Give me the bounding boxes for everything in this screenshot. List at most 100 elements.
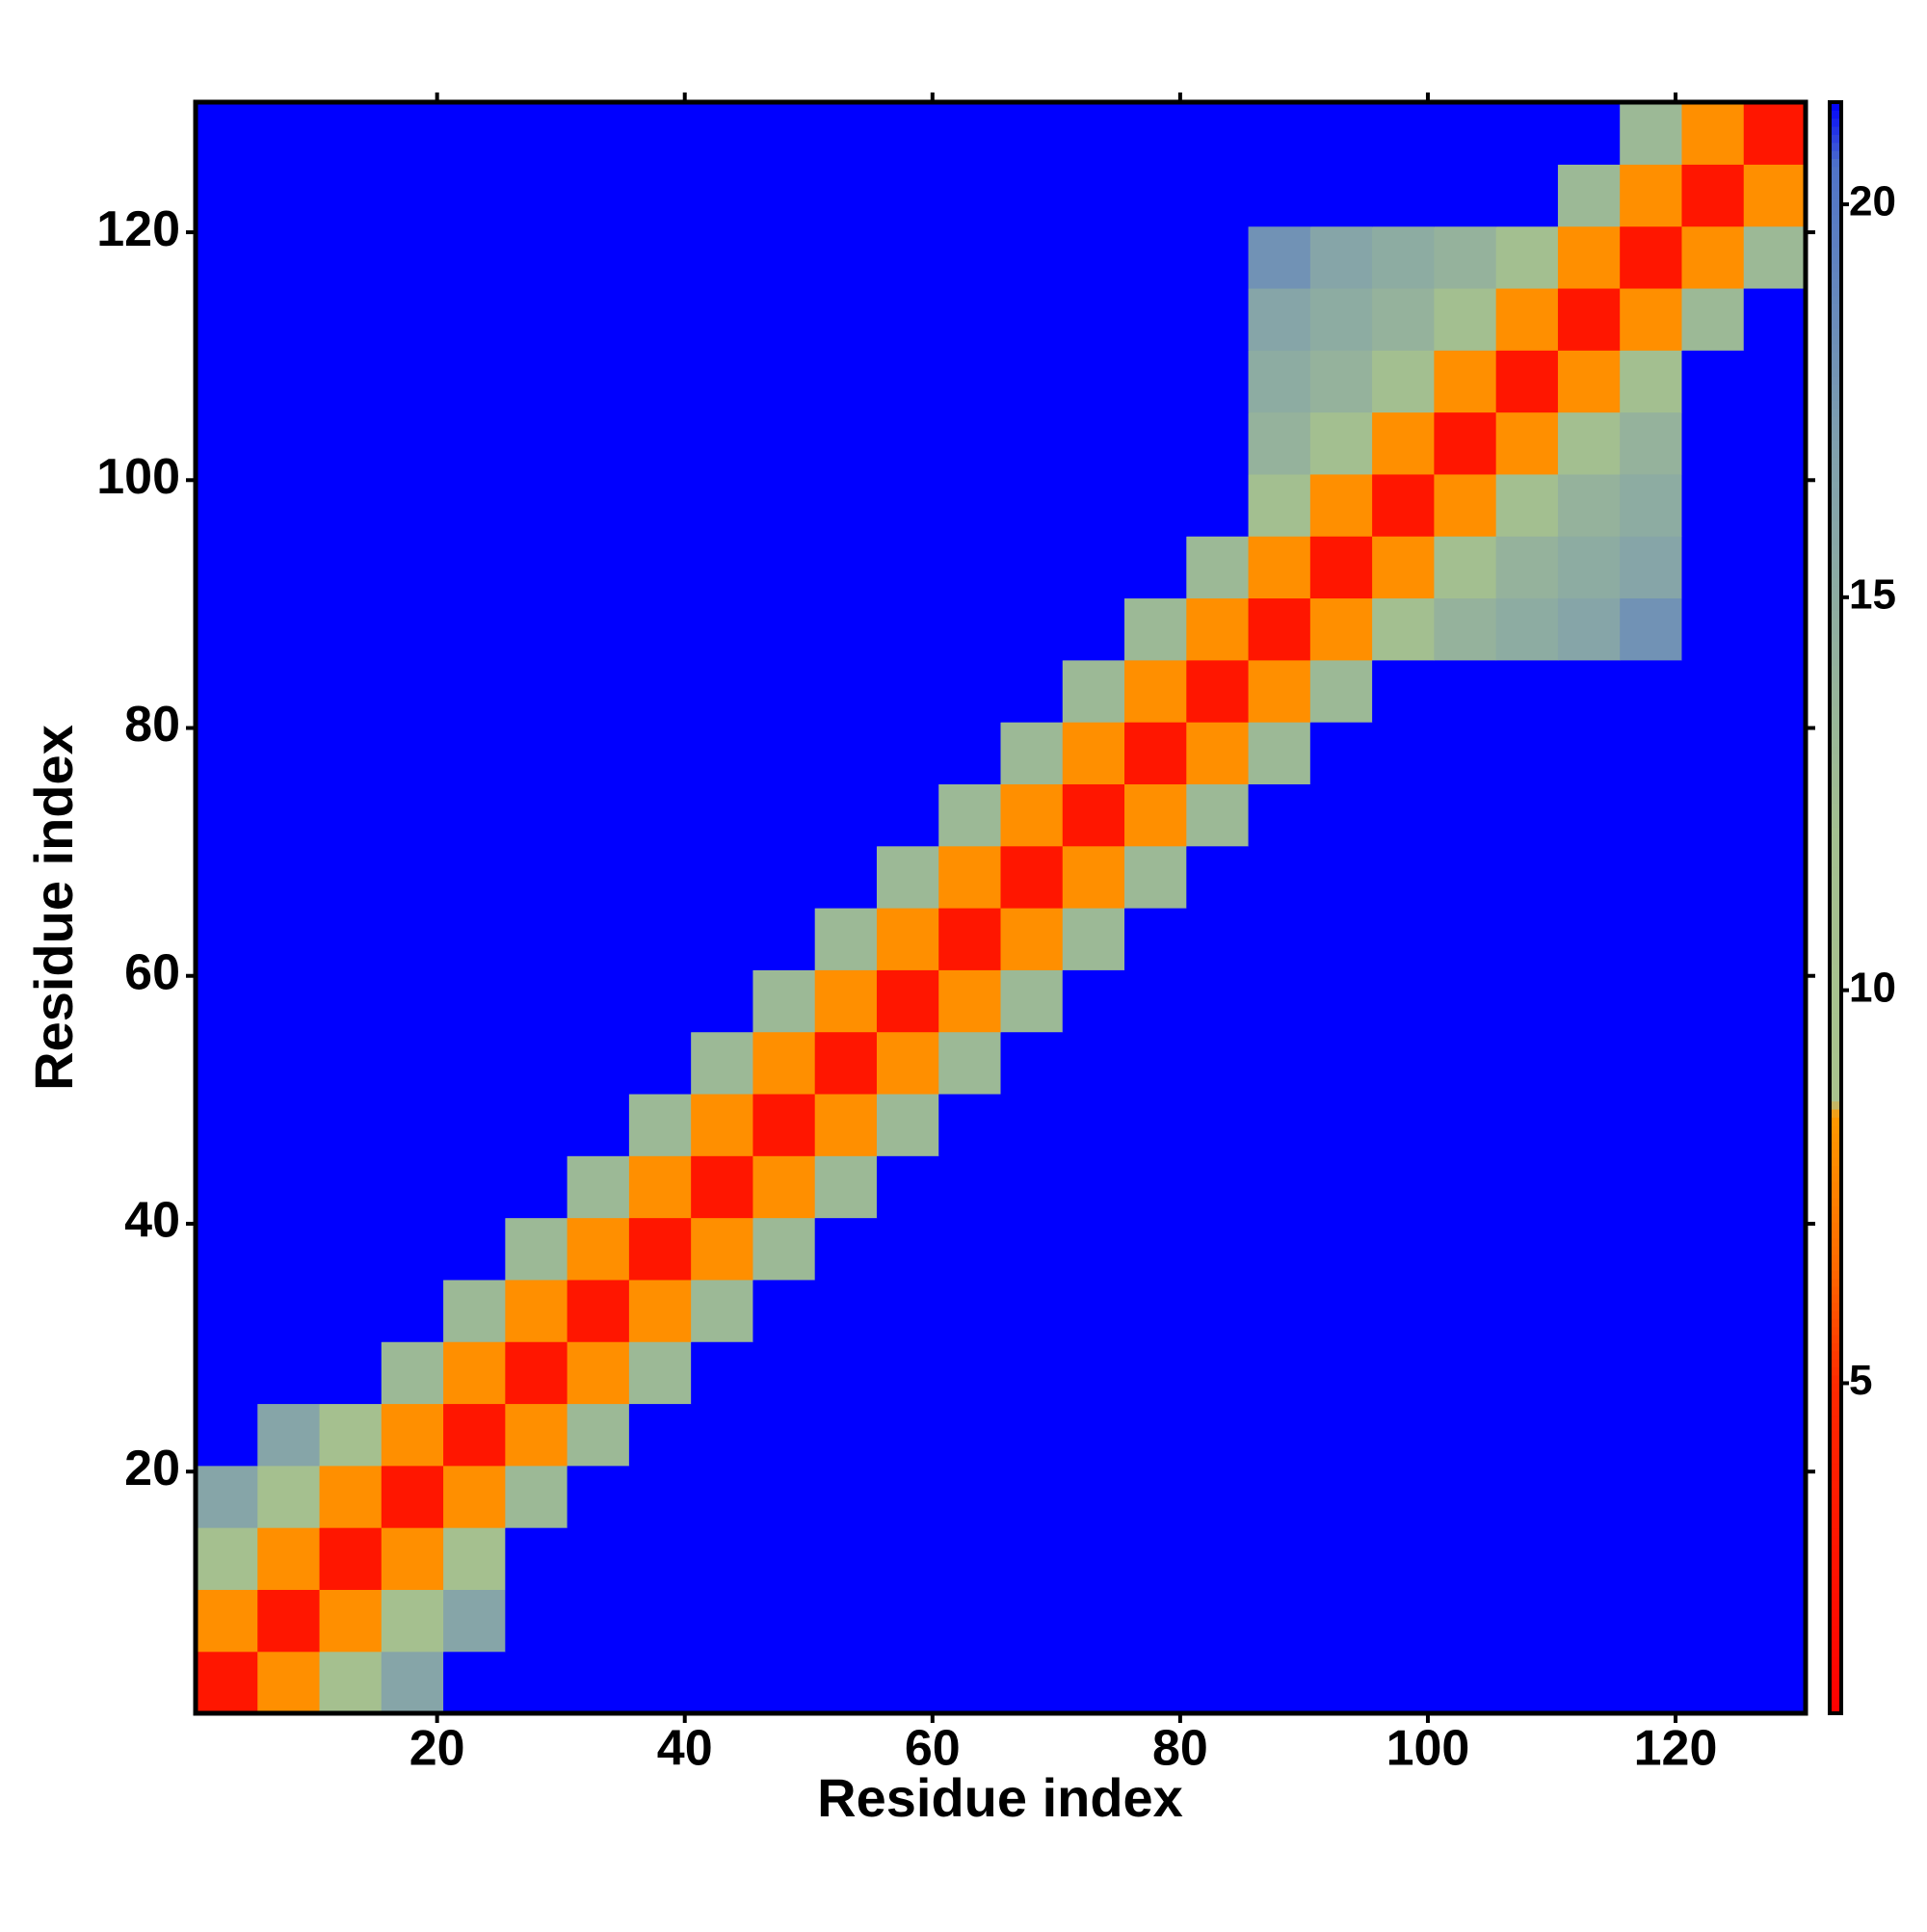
colorbar-slice [1830,118,1841,127]
heatmap-cell [381,908,444,970]
heatmap-cell [1000,783,1064,847]
heatmap-cell [1062,225,1125,289]
heatmap-cell [691,287,754,351]
heatmap-cell [1620,722,1683,784]
heatmap-cell [1620,1341,1683,1405]
heatmap-cell [567,1031,630,1095]
heatmap-cell [1434,908,1497,970]
heatmap-cell [196,659,258,723]
colorbar-slice [1830,215,1841,224]
heatmap-cell [938,1341,1002,1405]
heatmap-cell [938,350,1002,413]
heatmap-cell [876,102,939,165]
heatmap-cell [381,969,444,1033]
colorbar-slice [1830,1310,1841,1319]
heatmap-cell [196,350,258,413]
heatmap-cell [938,1031,1002,1095]
heatmap-cell [1000,1031,1064,1095]
colorbar-slice [1830,1455,1841,1465]
heatmap-cell [567,1403,630,1467]
colorbar-slice [1830,464,1841,474]
colorbar-slice [1830,585,1841,595]
heatmap-cell [1248,1155,1311,1219]
heatmap-cell [1620,845,1683,909]
heatmap-cell [1309,1217,1373,1281]
heatmap-cell [1620,908,1683,970]
heatmap-cell [1062,597,1125,661]
heatmap-cell [814,1279,878,1342]
heatmap-cell [1124,1279,1187,1342]
heatmap-cell [814,845,878,909]
heatmap-cell [1620,1589,1683,1653]
colorbar-slice [1830,1084,1841,1094]
heatmap-cell [628,659,692,723]
heatmap-cell [1062,350,1125,413]
heatmap-cell [1372,287,1435,351]
heatmap-cell [1557,1155,1621,1219]
heatmap-cell [628,1651,692,1714]
heatmap-cell [1000,1589,1064,1653]
heatmap-cell [1000,1527,1064,1590]
heatmap-cell [814,536,878,599]
heatmap-cell [1124,164,1187,227]
heatmap-cell [319,1403,383,1467]
colorbar-slice [1830,674,1841,683]
heatmap-cell [1495,1093,1559,1156]
heatmap-cell [196,1217,258,1281]
heatmap-cell [876,287,939,351]
heatmap-cell [196,1031,258,1095]
heatmap-cell [1186,225,1250,289]
colorbar-frame [1828,100,1843,1715]
heatmap-cell [1062,1279,1125,1342]
heatmap-cell [814,1217,878,1281]
heatmap-cell [1186,1279,1250,1342]
heatmap-cell [1743,1465,1807,1528]
heatmap-cell [938,473,1002,537]
heatmap-cell [1186,102,1250,165]
heatmap-cell [1309,1155,1373,1219]
heatmap-cell [443,783,506,847]
heatmap-cell [381,350,444,413]
heatmap-cell [1620,1093,1683,1156]
heatmap-cell [938,1155,1002,1219]
heatmap-cell [567,473,630,537]
heatmap-cell [1434,659,1497,723]
heatmap-cell [876,536,939,599]
heatmap-cell [876,1155,939,1219]
colorbar-slice [1830,1294,1841,1304]
heatmap-cell [1248,969,1311,1033]
heatmap-cell [1681,102,1745,165]
heatmap-cell [1434,1155,1497,1219]
heatmap-cell [1681,1093,1745,1156]
heatmap-cell [1124,473,1187,537]
heatmap-cell [567,164,630,227]
heatmap-cell [1000,597,1064,661]
heatmap-cell [1557,1031,1621,1095]
heatmap-cell [443,1217,506,1281]
heatmap-cell [752,1155,816,1219]
colorbar-slice [1830,1141,1841,1151]
heatmap-cell [1557,722,1621,784]
heatmap-cell [443,1341,506,1405]
heatmap-cell [938,287,1002,351]
colorbar-slice [1830,1045,1841,1053]
heatmap-cell [752,1651,816,1714]
colorbar-slice [1830,1060,1841,1070]
heatmap-cell [1124,102,1187,165]
heatmap-cell [1124,1217,1187,1281]
colorbar-slice [1830,311,1841,321]
colorbar-slice [1830,754,1841,764]
heatmap-cell [1681,969,1745,1033]
heatmap-cell [257,102,321,165]
heatmap-cell [196,783,258,847]
heatmap-cell [505,536,568,599]
heatmap-cell [1557,1527,1621,1590]
heatmap-cell [1681,597,1745,661]
heatmap-cell [876,1217,939,1281]
colorbar-slice [1830,964,1841,973]
heatmap-cell [257,783,321,847]
heatmap-cell [443,102,506,165]
colorbar-slice [1830,278,1841,288]
heatmap-cell [1186,411,1250,475]
